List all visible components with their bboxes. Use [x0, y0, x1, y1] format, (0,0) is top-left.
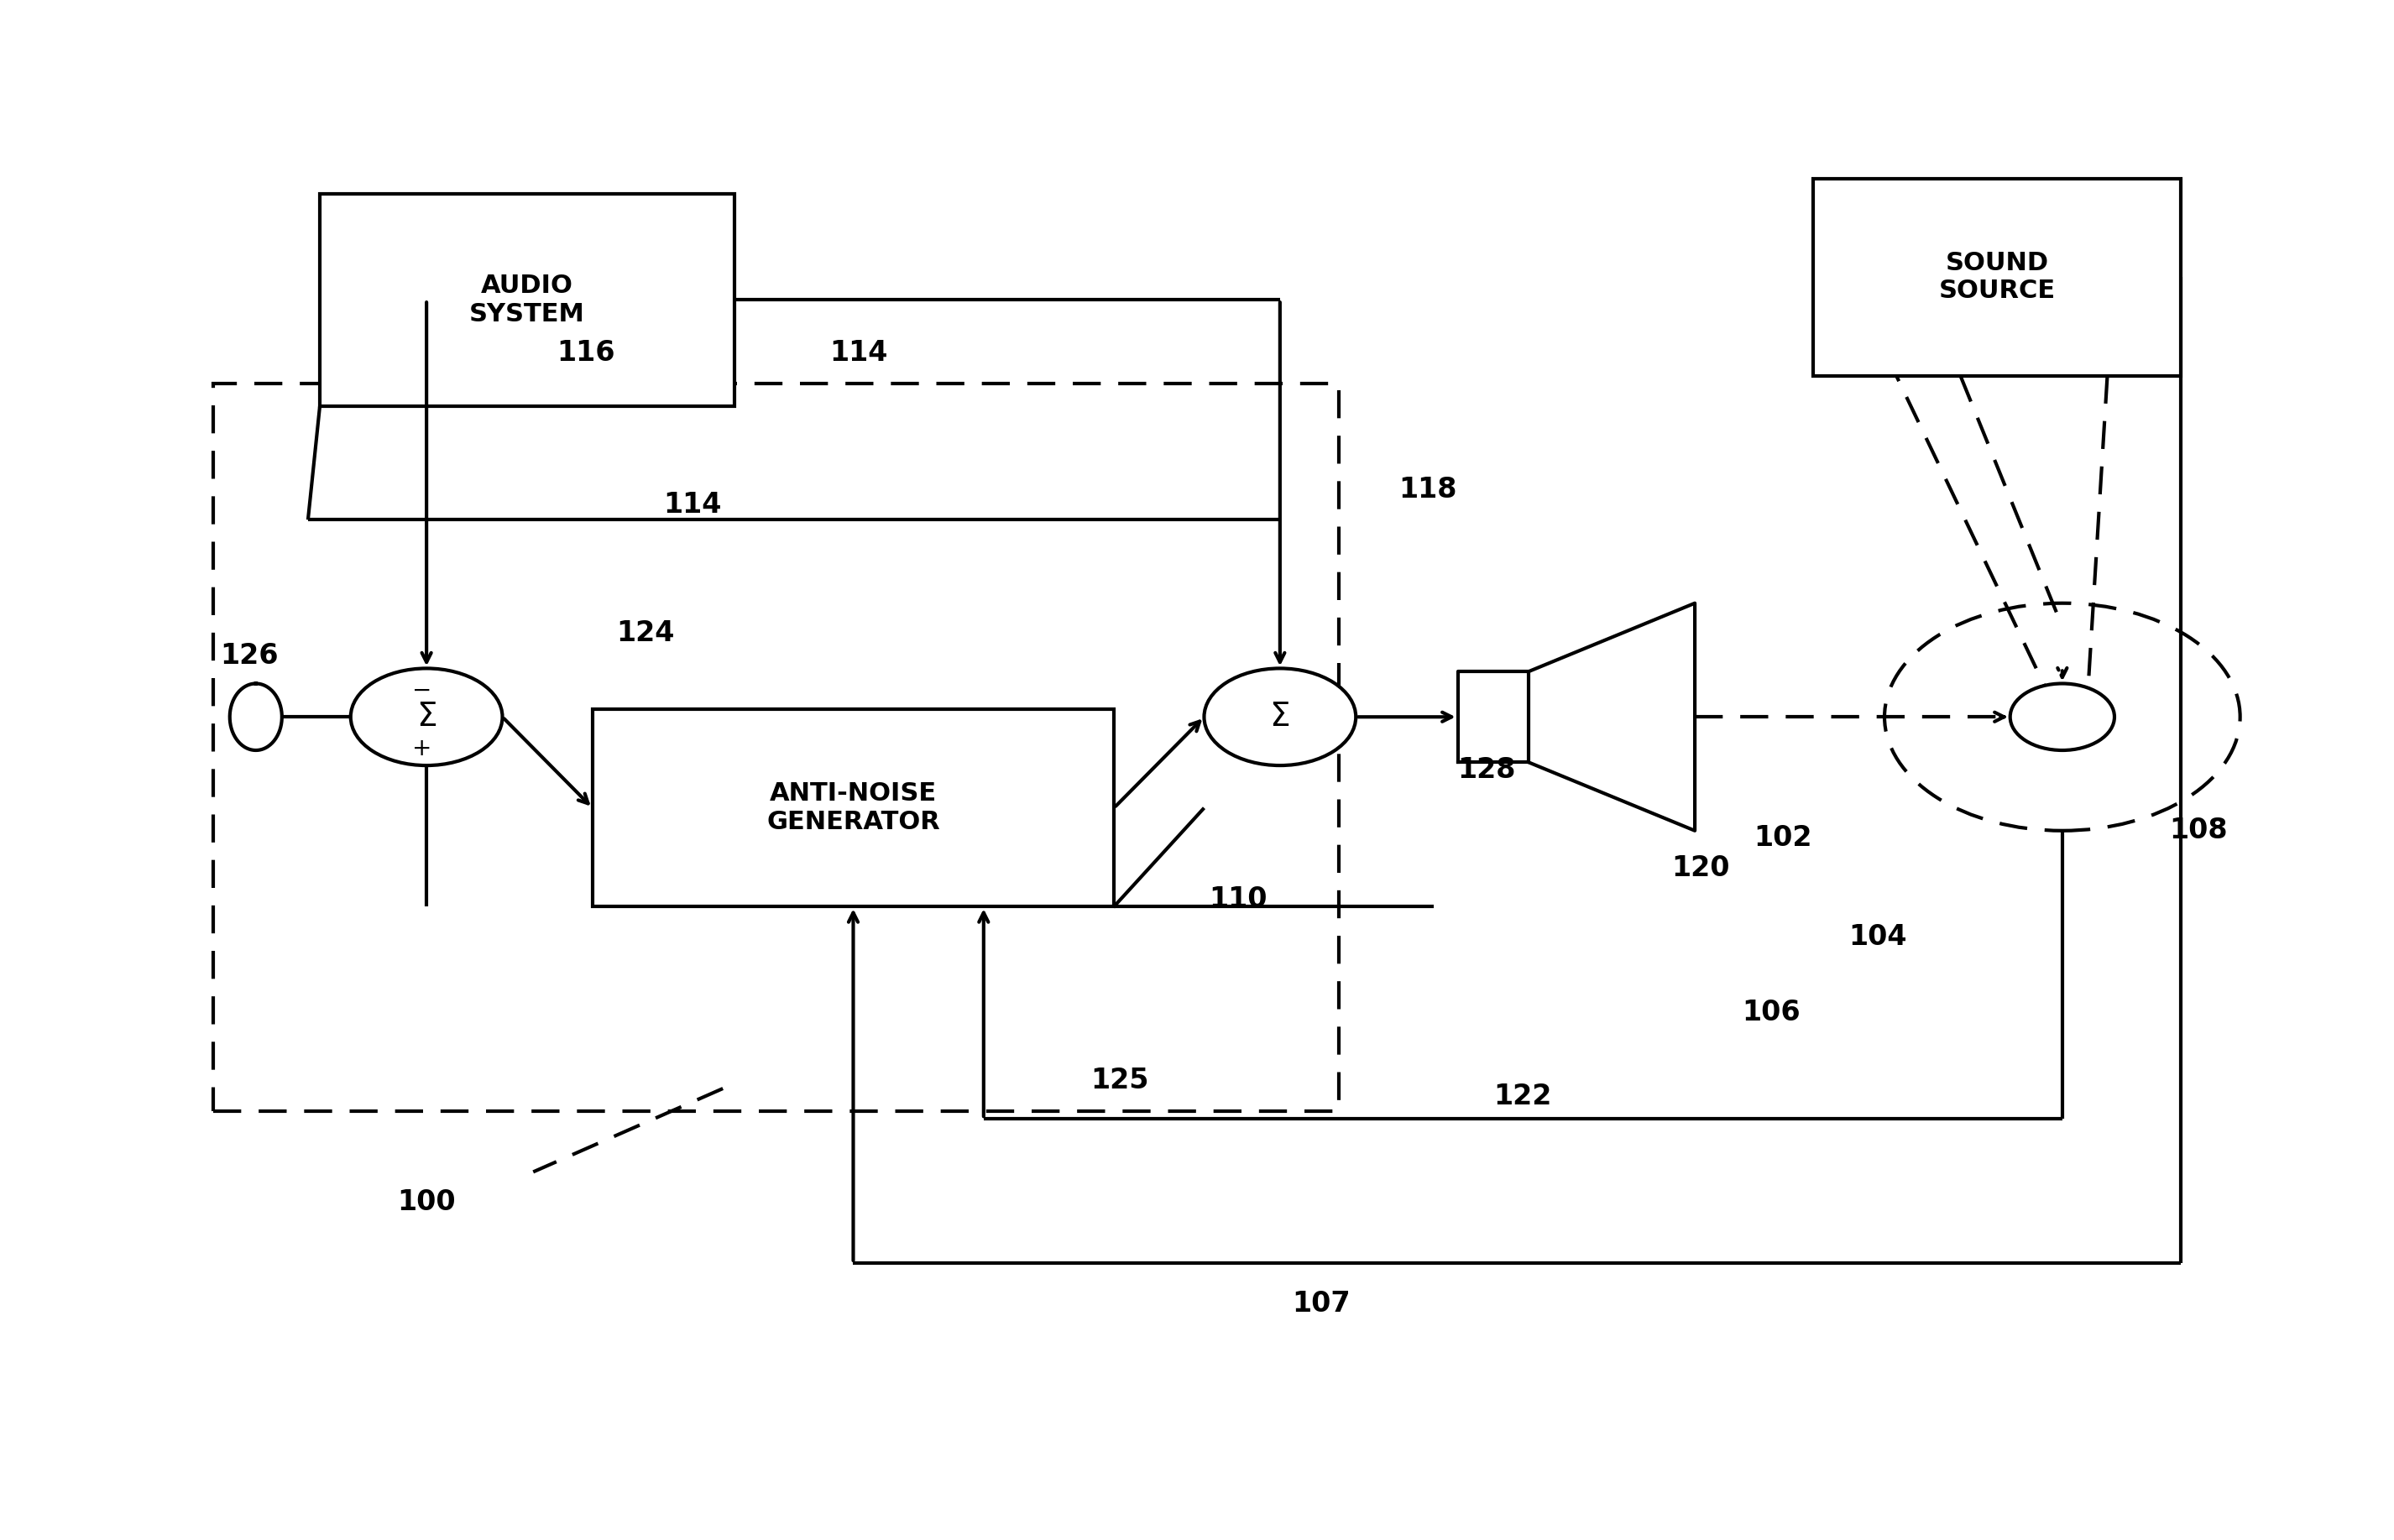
Text: +: + [412, 736, 431, 761]
Text: SOUND
SOURCE: SOUND SOURCE [1939, 251, 2056, 303]
Bar [213, 383, 1338, 1112]
Text: 120: 120 [1671, 855, 1728, 882]
Polygon shape [1530, 604, 1695, 830]
Text: 110: 110 [1209, 886, 1266, 913]
Circle shape [1204, 668, 1355, 765]
Text: Σ: Σ [1269, 701, 1290, 733]
Text: 116: 116 [558, 339, 615, 367]
Text: 114: 114 [663, 491, 723, 519]
Circle shape [2011, 684, 2114, 750]
Text: 122: 122 [1494, 1083, 1551, 1110]
Text: 102: 102 [1755, 824, 1812, 852]
Text: 118: 118 [1398, 476, 1458, 504]
Polygon shape [1458, 671, 1530, 762]
Text: 100: 100 [397, 1189, 455, 1217]
Text: Σ: Σ [417, 701, 436, 733]
Text: 125: 125 [1089, 1067, 1149, 1095]
Text: 124: 124 [615, 619, 675, 647]
Bar [1812, 179, 2181, 376]
Text: 104: 104 [1848, 922, 1908, 950]
Text: −: − [412, 679, 431, 702]
Text: AUDIO
SYSTEM: AUDIO SYSTEM [469, 274, 584, 326]
Circle shape [350, 668, 503, 765]
Text: 114: 114 [831, 339, 888, 367]
Bar [321, 194, 735, 407]
Text: 108: 108 [2169, 816, 2226, 844]
Bar [591, 710, 1113, 907]
Text: 107: 107 [1293, 1291, 1350, 1318]
Text: 126: 126 [220, 642, 278, 670]
Text: 128: 128 [1458, 756, 1515, 784]
Text: ANTI-NOISE
GENERATOR: ANTI-NOISE GENERATOR [766, 782, 941, 835]
Text: 106: 106 [1743, 999, 1800, 1027]
